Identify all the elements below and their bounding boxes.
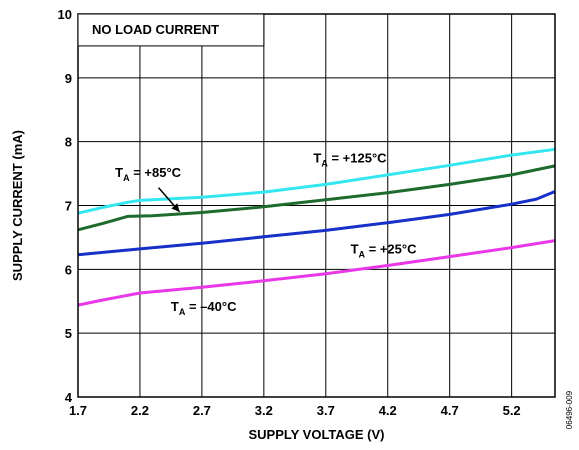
y-tick-label: 5 <box>65 326 72 341</box>
y-axis-title: SUPPLY CURRENT (mA) <box>10 130 25 281</box>
series-line-3 <box>77 239 556 307</box>
series-line-1 <box>77 164 556 232</box>
x-tick-label: 4.2 <box>379 403 397 418</box>
x-tick-labels: 1.7 2.2 2.7 3.2 3.7 4.2 4.7 5.2 <box>69 403 521 418</box>
y-tick-label: 7 <box>65 199 72 214</box>
x-tick-label: 4.7 <box>441 403 459 418</box>
label-arrow-head-85c <box>171 203 180 212</box>
series-labels: TA = +125°C TA = +85°C TA = +25°C TA = –40°… <box>115 151 417 317</box>
x-tick-label: 2.2 <box>131 403 149 418</box>
series-label-2: TA = +25°C <box>351 241 418 259</box>
series-label-3: TA = –40°C <box>171 299 237 317</box>
plot-frame <box>77 13 556 398</box>
y-tick-labels: 4 5 6 7 8 9 10 <box>58 7 73 405</box>
grid-lines <box>78 14 555 397</box>
x-tick-label: 5.2 <box>503 403 521 418</box>
y-tick-label: 4 <box>65 390 73 405</box>
figure-id: 06496-009 <box>565 390 574 429</box>
annotation-box <box>77 13 265 47</box>
x-axis-title: SUPPLY VOLTAGE (V) <box>248 427 384 442</box>
series-label-1: TA = +85°C <box>115 165 182 183</box>
series-lines <box>77 147 556 307</box>
x-tick-label: 1.7 <box>69 403 87 418</box>
series-label-0: TA = +125°C <box>313 151 387 169</box>
annotation-box-text: NO LOAD CURRENT <box>92 22 219 37</box>
series-line-0 <box>77 147 556 215</box>
y-tick-label: 6 <box>65 262 72 277</box>
y-tick-label: 8 <box>65 135 72 150</box>
y-tick-label: 10 <box>58 7 72 22</box>
x-tick-label: 3.2 <box>255 403 273 418</box>
y-tick-label: 9 <box>65 71 72 86</box>
series-line-2 <box>77 190 556 257</box>
x-tick-label: 3.7 <box>317 403 335 418</box>
x-tick-label: 2.7 <box>193 403 211 418</box>
